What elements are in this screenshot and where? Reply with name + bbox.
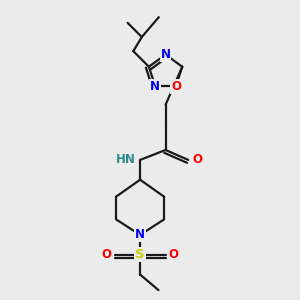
Text: N: N — [135, 228, 145, 242]
Text: N: N — [160, 48, 171, 61]
Text: HN: HN — [116, 153, 136, 167]
Text: N: N — [150, 80, 160, 93]
Text: O: O — [102, 248, 112, 261]
Text: O: O — [171, 80, 181, 93]
Text: O: O — [193, 153, 202, 167]
Text: O: O — [168, 248, 178, 261]
Text: S: S — [135, 248, 145, 261]
